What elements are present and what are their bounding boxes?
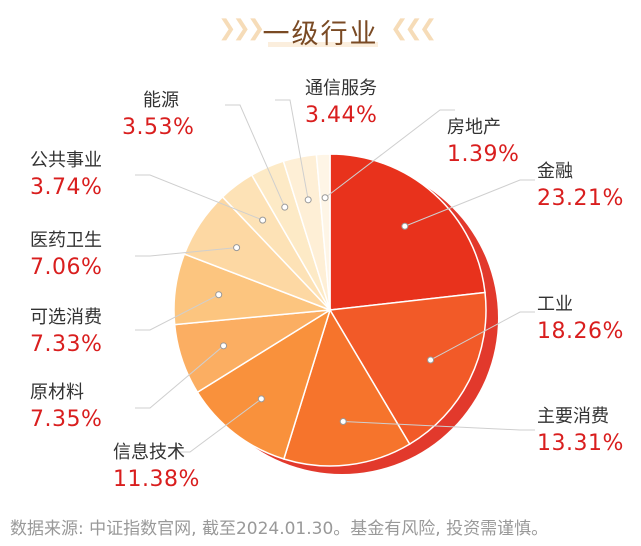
slice-dot [304,196,312,204]
slice-label: 能源 3.53% [122,86,194,140]
chevron-left-decoration-icon: ❮❮❮ [390,16,437,41]
slice-dot [215,291,223,299]
pie-slice [282,308,411,467]
slice-label-name: 主要消费 [537,406,609,427]
leader-line [324,109,455,199]
slice-label: 房地产 1.39% [447,113,519,167]
slice-dot [427,356,435,364]
slice-label: 金融 23.21% [537,157,624,211]
pie-slice [329,153,486,311]
slice-label-name: 公共事业 [30,150,102,171]
slice-label: 信息技术 11.38% [113,438,200,492]
slice-label-name: 金融 [537,161,573,182]
footnote: 数据来源: 中证指数官网, 截至2024.01.30。基金有风险, 投资需谨慎。 [10,519,549,539]
chevron-right-decoration-icon: ❯❯❯ [218,16,265,41]
slice-dot [339,418,347,426]
slice-label: 原材料 7.35% [30,378,102,432]
leader-line [175,398,262,453]
chart-title: 一级行业 [262,19,379,50]
slice-label-value: 7.33% [30,332,103,357]
slice-label-name: 通信服务 [305,78,377,99]
slice-label-value: 3.53% [122,115,195,140]
leader-line [404,179,535,227]
slice-label-name: 信息技术 [113,442,185,463]
slice-label-value: 23.21% [537,186,624,211]
leader-line [225,104,286,208]
slice-dot [281,203,289,211]
slice-label: 工业 18.26% [537,290,624,344]
slice-dot [401,222,409,230]
slice-label-value: 18.26% [537,319,624,344]
leader-line [275,99,309,200]
slice-label-name: 能源 [143,90,179,111]
slice-label: 医药卫生 7.06% [30,226,102,280]
slice-label: 公共事业 3.74% [30,146,102,200]
slice-label-name: 可选消费 [30,307,102,328]
slice-dot [257,395,265,403]
leader-line [135,345,224,409]
slice-label-value: 11.38% [113,467,200,492]
leader-line [135,174,263,221]
pie-slice [328,291,487,446]
slice-label-name: 医药卫生 [30,230,102,251]
leader-line [430,311,535,361]
slice-label: 通信服务 3.44% [305,74,377,128]
slice-label-value: 7.06% [30,255,103,280]
leader-line [135,247,237,257]
slice-dot [233,244,241,252]
slice-label-value: 1.39% [447,142,520,167]
pie-slice [315,153,331,311]
slice-label-value: 3.44% [305,103,378,128]
slice-label: 主要消费 13.31% [537,402,624,456]
slice-label-name: 原材料 [30,382,84,403]
slice-dot [220,342,228,350]
slice-label-value: 13.31% [537,431,624,456]
title-underline [268,42,378,47]
slice-label-value: 7.35% [30,407,103,432]
slice-dot [321,194,329,202]
slice-label-name: 工业 [537,294,573,315]
leader-line [135,294,219,331]
slice-label-value: 3.74% [30,175,103,200]
slice-dot [259,216,267,224]
slice-label-name: 房地产 [447,117,501,138]
slice-label: 可选消费 7.33% [30,303,102,357]
leader-line [343,421,535,431]
